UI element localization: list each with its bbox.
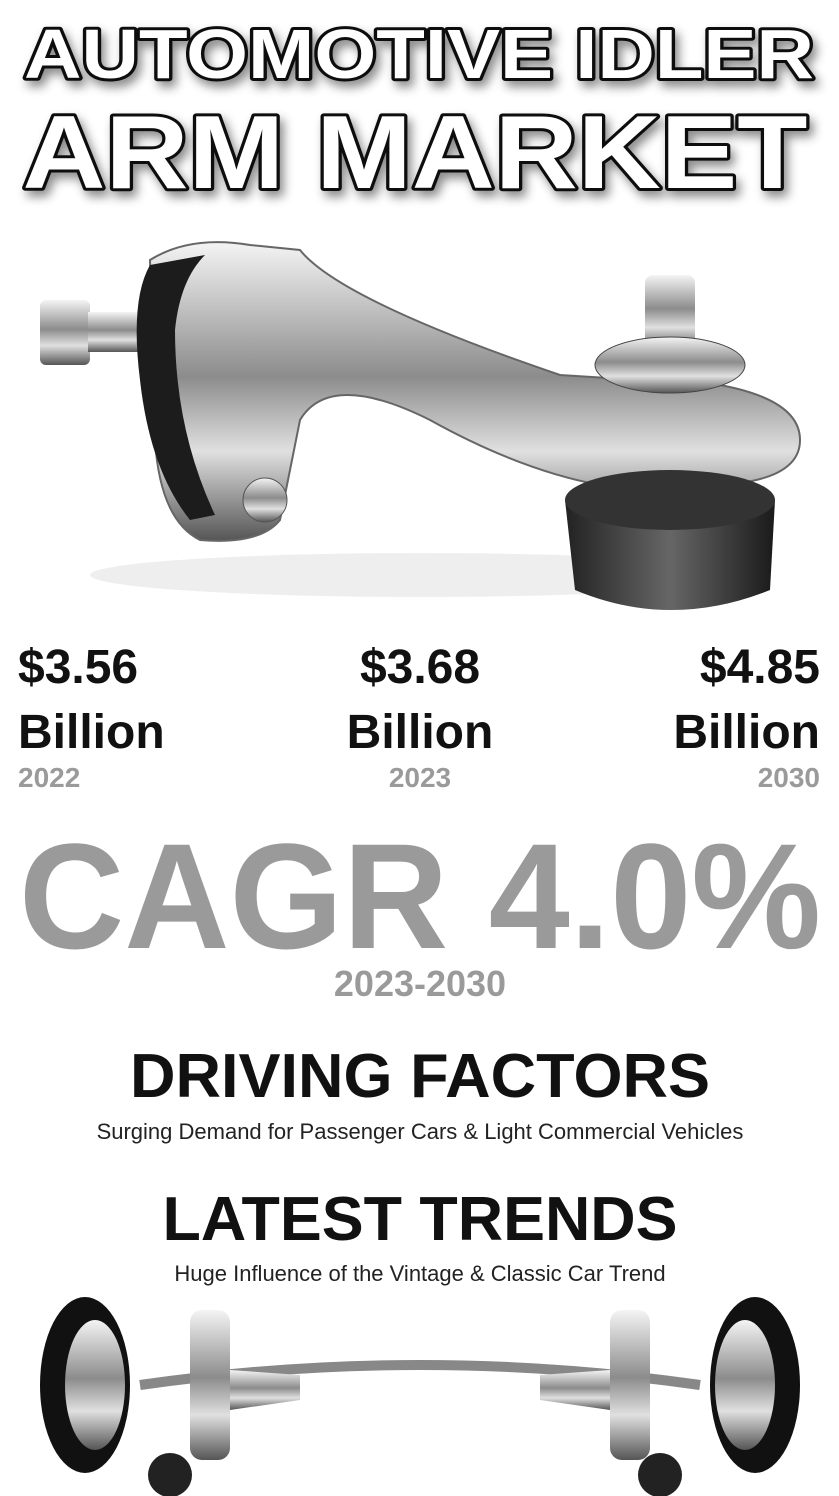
axle-image	[40, 1297, 800, 1496]
idler-arm-image	[40, 241, 802, 610]
stat-amount: $3.56	[18, 641, 138, 694]
section-text: Huge Influence of the Vintage & Classic …	[174, 1261, 665, 1286]
title: AUTOMOTIVE IDLER ARM MARKET	[20, 12, 817, 214]
stat-unit: Billion	[18, 706, 165, 759]
section-text: Surging Demand for Passenger Cars & Ligh…	[97, 1119, 744, 1144]
stats: $3.56 Billion 2022 $3.68 Billion 2023 $4…	[18, 641, 820, 793]
stat-year: 2030	[758, 762, 820, 793]
title-line: AUTOMOTIVE IDLER	[24, 15, 814, 93]
cagr-period: 2023-2030	[334, 963, 506, 1004]
cagr: CAGR 4.0%	[19, 812, 821, 980]
section-heading: LATEST TRENDS	[163, 1185, 678, 1254]
title-line: ARM MARKET	[23, 95, 808, 211]
stat-unit: Billion	[347, 706, 494, 759]
stat-unit: Billion	[673, 706, 820, 759]
stat-year: 2022	[18, 762, 80, 793]
stat-amount: $3.68	[360, 641, 480, 694]
stat-amount: $4.85	[700, 641, 820, 694]
stat-year: 2023	[389, 762, 451, 793]
section-heading: DRIVING FACTORS	[130, 1042, 710, 1111]
